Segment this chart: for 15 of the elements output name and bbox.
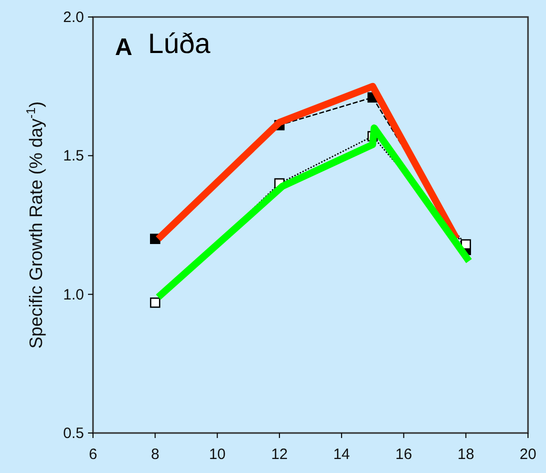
annotation: A: [115, 34, 132, 61]
y-tick-label: 2.0: [63, 9, 84, 26]
point: [150, 298, 160, 308]
y-tick-label: 1.5: [63, 148, 84, 165]
x-tick-label: 6: [88, 446, 98, 463]
x-tick-label: 14: [333, 446, 350, 463]
x-tick-label: 12: [271, 446, 288, 463]
chart-title: Lúða: [148, 28, 211, 59]
x-tick-label: 10: [208, 446, 226, 463]
y-tick-label: 1.0: [63, 286, 84, 304]
x-tick-label: 16: [395, 446, 412, 463]
y-tick-label: 0.5: [63, 425, 84, 442]
x-tick-label: 18: [458, 446, 474, 463]
x-tick-label: 8: [150, 446, 160, 463]
x-tick-label: 20: [520, 446, 536, 463]
